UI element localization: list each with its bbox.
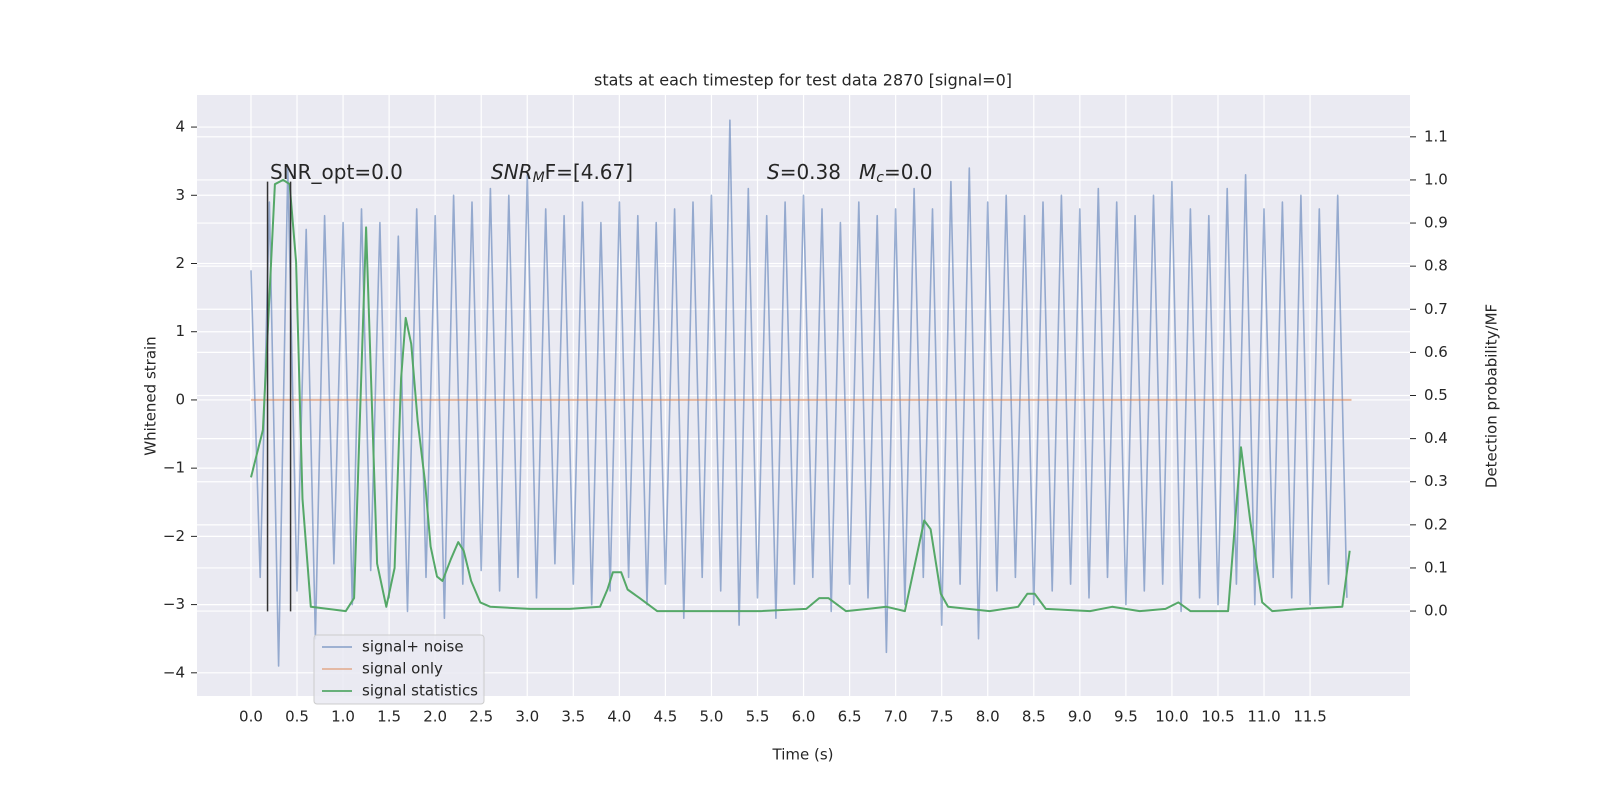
x-tick-label: 2.0 xyxy=(423,708,447,726)
annotation-part: S xyxy=(767,160,780,184)
series-line xyxy=(250,178,1351,613)
series-line xyxy=(250,119,1348,667)
annotation-part: c xyxy=(876,170,884,186)
y2-tick-label: 0.0 xyxy=(1424,602,1448,620)
legend-label: signal only xyxy=(362,660,443,678)
x-tick-label: 11.5 xyxy=(1293,708,1326,726)
x-tick-label: 1.5 xyxy=(377,708,401,726)
y-tick-label: −2 xyxy=(163,527,185,545)
marks xyxy=(250,119,1352,667)
y-tick-label: 2 xyxy=(175,254,185,272)
y2-tick-label: 0.5 xyxy=(1424,386,1448,404)
x-tick-label: 11.0 xyxy=(1247,708,1280,726)
y-tick-label: −1 xyxy=(163,459,185,477)
x-axis-label: Time (s) xyxy=(772,746,834,764)
y2-tick-label: 0.2 xyxy=(1424,515,1448,533)
annotation: SNRMF=[4.67] xyxy=(491,160,633,187)
annotation: Mc=0.0 xyxy=(859,160,933,187)
annotation-part: SNR xyxy=(491,160,533,184)
labels: stats at each timestep for test data 287… xyxy=(142,71,1501,764)
chart-title: stats at each timestep for test data 287… xyxy=(594,71,1012,90)
x-tick-label: 10.0 xyxy=(1155,708,1188,726)
x-tick-label: 6.0 xyxy=(792,708,816,726)
x-tick-label: 5.5 xyxy=(746,708,770,726)
y2-tick-label: 0.6 xyxy=(1424,343,1448,361)
annotation-part: M xyxy=(859,160,876,184)
annotation-part: =0.38 xyxy=(780,160,841,184)
y2-tick-label: 0.8 xyxy=(1424,257,1448,275)
annotation-part: =0.0 xyxy=(884,160,933,184)
annotation-part: M xyxy=(533,170,545,186)
x-tick-label: 3.0 xyxy=(515,708,539,726)
x-tick-label: 4.0 xyxy=(607,708,631,726)
x-tick-label: 1.0 xyxy=(331,708,355,726)
y2-tick-label: 1.1 xyxy=(1424,127,1448,145)
x-tick-label: 6.5 xyxy=(838,708,862,726)
y-tick-label: 4 xyxy=(175,118,185,136)
x-tick-label: 9.5 xyxy=(1114,708,1138,726)
legend-label: signal+ noise xyxy=(362,638,464,656)
x-tick-label: 0.5 xyxy=(285,708,309,726)
y2-axis-label: Detection probability/MF xyxy=(1483,304,1501,488)
x-tick-label: 5.0 xyxy=(700,708,724,726)
x-tick-label: 9.0 xyxy=(1068,708,1092,726)
x-tick-label: 0.0 xyxy=(239,708,263,726)
annotation: SNR_opt=0.0 xyxy=(270,160,403,184)
x-tick-label: 8.5 xyxy=(1022,708,1046,726)
legend-label: signal statistics xyxy=(362,682,478,700)
y-tick-label: 0 xyxy=(175,390,185,408)
x-tick-label: 3.5 xyxy=(561,708,585,726)
y2-tick-label: 0.9 xyxy=(1424,214,1448,232)
x-tick-label: 7.0 xyxy=(884,708,908,726)
legend-box xyxy=(313,634,485,705)
y2-tick-label: 0.4 xyxy=(1424,429,1448,447)
annotation: S=0.38 xyxy=(767,160,841,184)
y2-tick-label: 0.1 xyxy=(1424,558,1448,576)
x-tick-label: 2.5 xyxy=(469,708,493,726)
y-tick-label: −4 xyxy=(163,663,185,681)
x-tick-label: 4.5 xyxy=(653,708,677,726)
x-tick-label: 7.5 xyxy=(930,708,954,726)
y-tick-label: −3 xyxy=(163,595,185,613)
y-axis-label: Whitened strain xyxy=(142,336,160,455)
annotation-part: F=[4.67] xyxy=(545,160,633,184)
x-tick-label: 8.0 xyxy=(976,708,1000,726)
y-tick-label: 3 xyxy=(175,186,185,204)
y-tick-label: 1 xyxy=(175,322,185,340)
x-tick-label: 10.5 xyxy=(1201,708,1234,726)
y2-tick-label: 1.0 xyxy=(1424,170,1448,188)
annotation-part: SNR_opt=0.0 xyxy=(270,160,403,184)
y2-tick-label: 0.3 xyxy=(1424,472,1448,490)
y2-tick-label: 0.7 xyxy=(1424,300,1448,318)
